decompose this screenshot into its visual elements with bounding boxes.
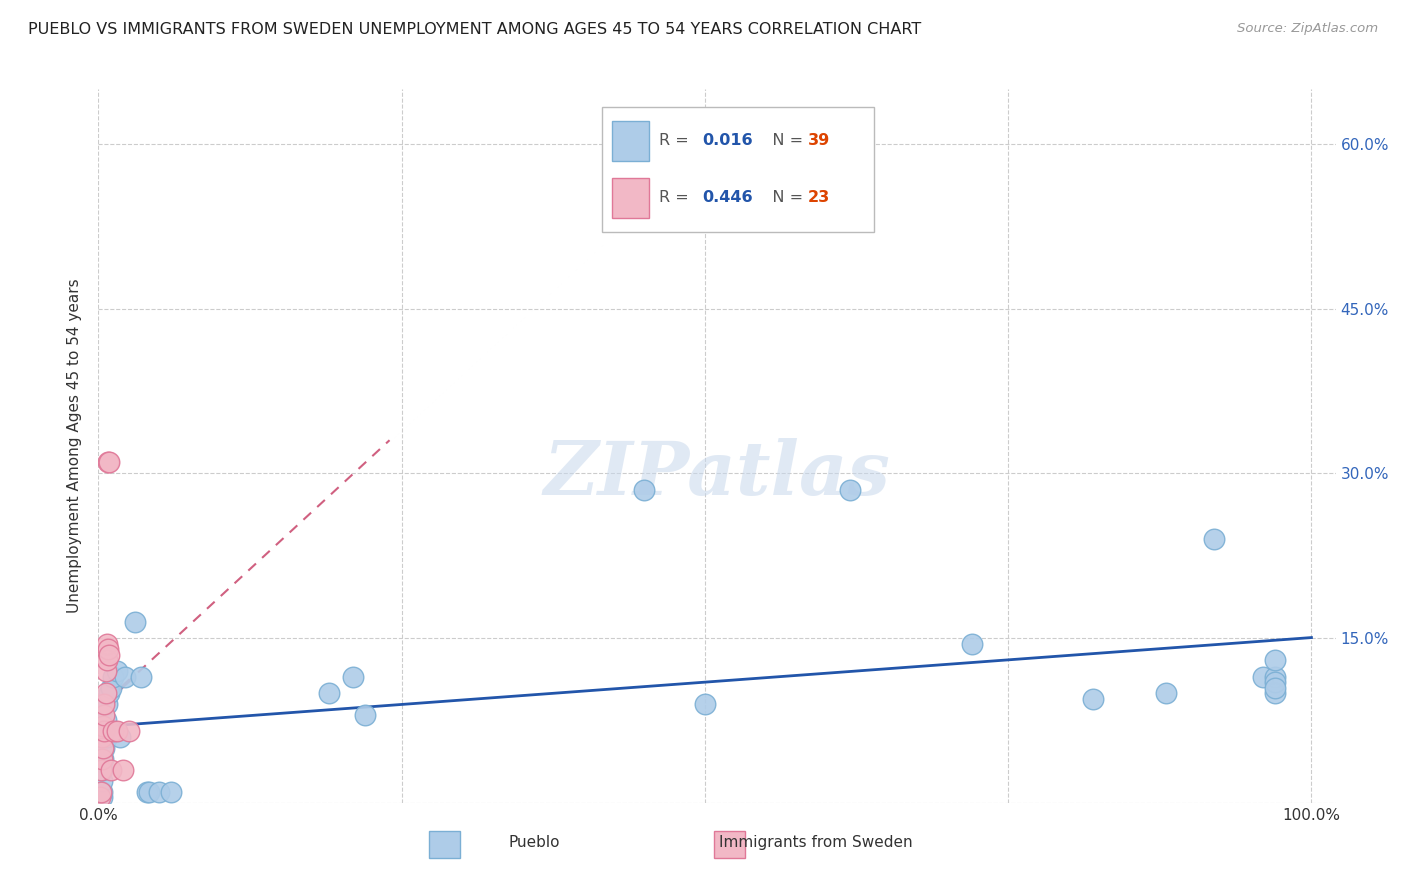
FancyBboxPatch shape <box>429 831 460 858</box>
Point <box>138 785 160 799</box>
Point <box>110 730 132 744</box>
Point <box>90 785 112 799</box>
Point <box>94 664 117 678</box>
Point <box>98 686 121 700</box>
Point <box>94 714 117 728</box>
Point <box>160 785 183 799</box>
FancyBboxPatch shape <box>612 178 650 218</box>
Point <box>90 763 112 777</box>
Point <box>100 763 122 777</box>
Point <box>1264 686 1286 700</box>
Point <box>89 790 111 805</box>
Point <box>97 455 120 469</box>
Point <box>91 730 114 744</box>
Point <box>93 724 115 739</box>
Point <box>91 752 114 766</box>
Point <box>97 642 120 657</box>
Point <box>91 740 114 755</box>
Point <box>93 697 115 711</box>
Point <box>1081 691 1104 706</box>
Point <box>1264 653 1286 667</box>
Point <box>98 455 121 469</box>
FancyBboxPatch shape <box>612 121 650 161</box>
Text: Source: ZipAtlas.com: Source: ZipAtlas.com <box>1237 22 1378 36</box>
Point <box>91 785 114 799</box>
Point <box>693 697 716 711</box>
Point <box>1154 686 1177 700</box>
Point <box>839 483 862 497</box>
Point <box>91 790 114 805</box>
Point <box>93 719 115 733</box>
Point <box>342 669 364 683</box>
Point <box>136 785 159 799</box>
Text: R =: R = <box>659 133 693 148</box>
Point <box>111 763 134 777</box>
Text: 39: 39 <box>807 133 830 148</box>
Point <box>91 719 114 733</box>
Point <box>91 730 114 744</box>
Text: Immigrants from Sweden: Immigrants from Sweden <box>718 836 912 850</box>
Text: N =: N = <box>756 133 808 148</box>
Point <box>114 669 136 683</box>
Point <box>96 637 118 651</box>
Point <box>91 773 114 788</box>
Point <box>101 724 124 739</box>
Y-axis label: Unemployment Among Ages 45 to 54 years: Unemployment Among Ages 45 to 54 years <box>67 278 83 614</box>
Text: 0.446: 0.446 <box>702 190 752 205</box>
Point <box>100 681 122 695</box>
Text: 0.016: 0.016 <box>702 133 752 148</box>
Point <box>105 724 128 739</box>
Point <box>1264 669 1286 683</box>
Point <box>94 686 117 700</box>
Text: R =: R = <box>659 190 693 205</box>
Text: N =: N = <box>756 190 808 205</box>
Text: PUEBLO VS IMMIGRANTS FROM SWEDEN UNEMPLOYMENT AMONG AGES 45 TO 54 YEARS CORRELAT: PUEBLO VS IMMIGRANTS FROM SWEDEN UNEMPLO… <box>28 22 921 37</box>
Point <box>633 483 655 497</box>
Point <box>318 686 340 700</box>
Text: 23: 23 <box>807 190 830 205</box>
Point <box>354 708 377 723</box>
Point <box>93 740 115 755</box>
Point <box>960 637 983 651</box>
Point <box>1264 681 1286 695</box>
Point <box>93 708 115 723</box>
Point <box>1251 669 1274 683</box>
Point <box>91 752 114 766</box>
Point <box>1264 675 1286 690</box>
Point <box>118 724 141 739</box>
FancyBboxPatch shape <box>714 831 745 858</box>
Point <box>105 664 128 678</box>
Point <box>129 669 152 683</box>
Point <box>124 615 146 629</box>
Point <box>91 763 114 777</box>
Point <box>1204 533 1226 547</box>
Point <box>98 648 121 662</box>
Point <box>148 785 170 799</box>
Text: Pueblo: Pueblo <box>509 836 560 850</box>
Text: ZIPatlas: ZIPatlas <box>544 438 890 511</box>
Point <box>96 730 118 744</box>
Point <box>101 669 124 683</box>
Point <box>96 653 118 667</box>
FancyBboxPatch shape <box>602 107 875 232</box>
Point <box>96 697 118 711</box>
